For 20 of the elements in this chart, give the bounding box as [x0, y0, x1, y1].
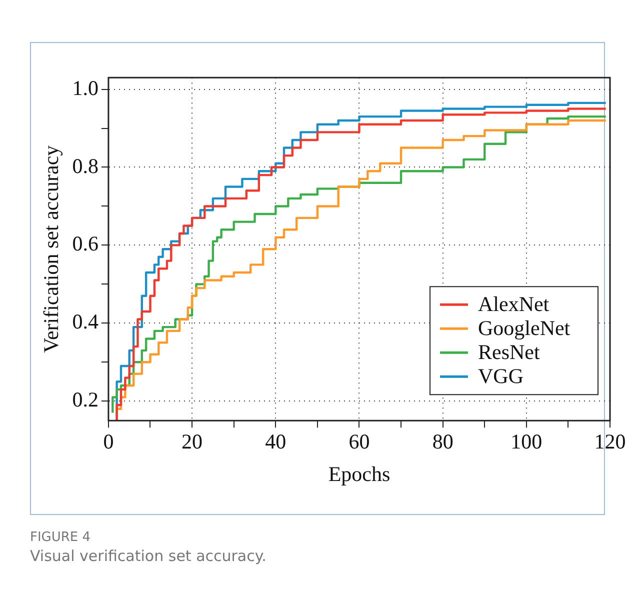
y-tick-label: 0.4	[72, 310, 99, 334]
caption: FIGURE 4	[30, 530, 92, 545]
y-tick-label: 0.2	[72, 388, 98, 412]
legend-label: GoogleNet	[478, 316, 570, 340]
x-axis-title: Epochs	[328, 462, 390, 486]
x-tick-label: 40	[265, 430, 286, 454]
x-tick-label: 0	[103, 430, 114, 454]
y-tick-label: 0.8	[72, 154, 98, 178]
x-tick-label: 100	[510, 430, 542, 454]
y-tick-label: 1.0	[72, 76, 98, 100]
x-tick-label: 80	[432, 430, 454, 454]
legend-label: VGG	[478, 364, 524, 388]
text: Visual verification set accuracy.	[30, 547, 266, 565]
x-tick-label: 20	[182, 430, 203, 454]
legend-label: AlexNet	[478, 292, 550, 316]
y-tick-label: 0.6	[72, 232, 98, 256]
x-tick-label: 120	[594, 430, 626, 454]
y-axis-title: Verification set accuracy	[39, 144, 64, 353]
x-tick-label: 60	[348, 430, 370, 454]
legend-label: ResNet	[478, 340, 540, 364]
